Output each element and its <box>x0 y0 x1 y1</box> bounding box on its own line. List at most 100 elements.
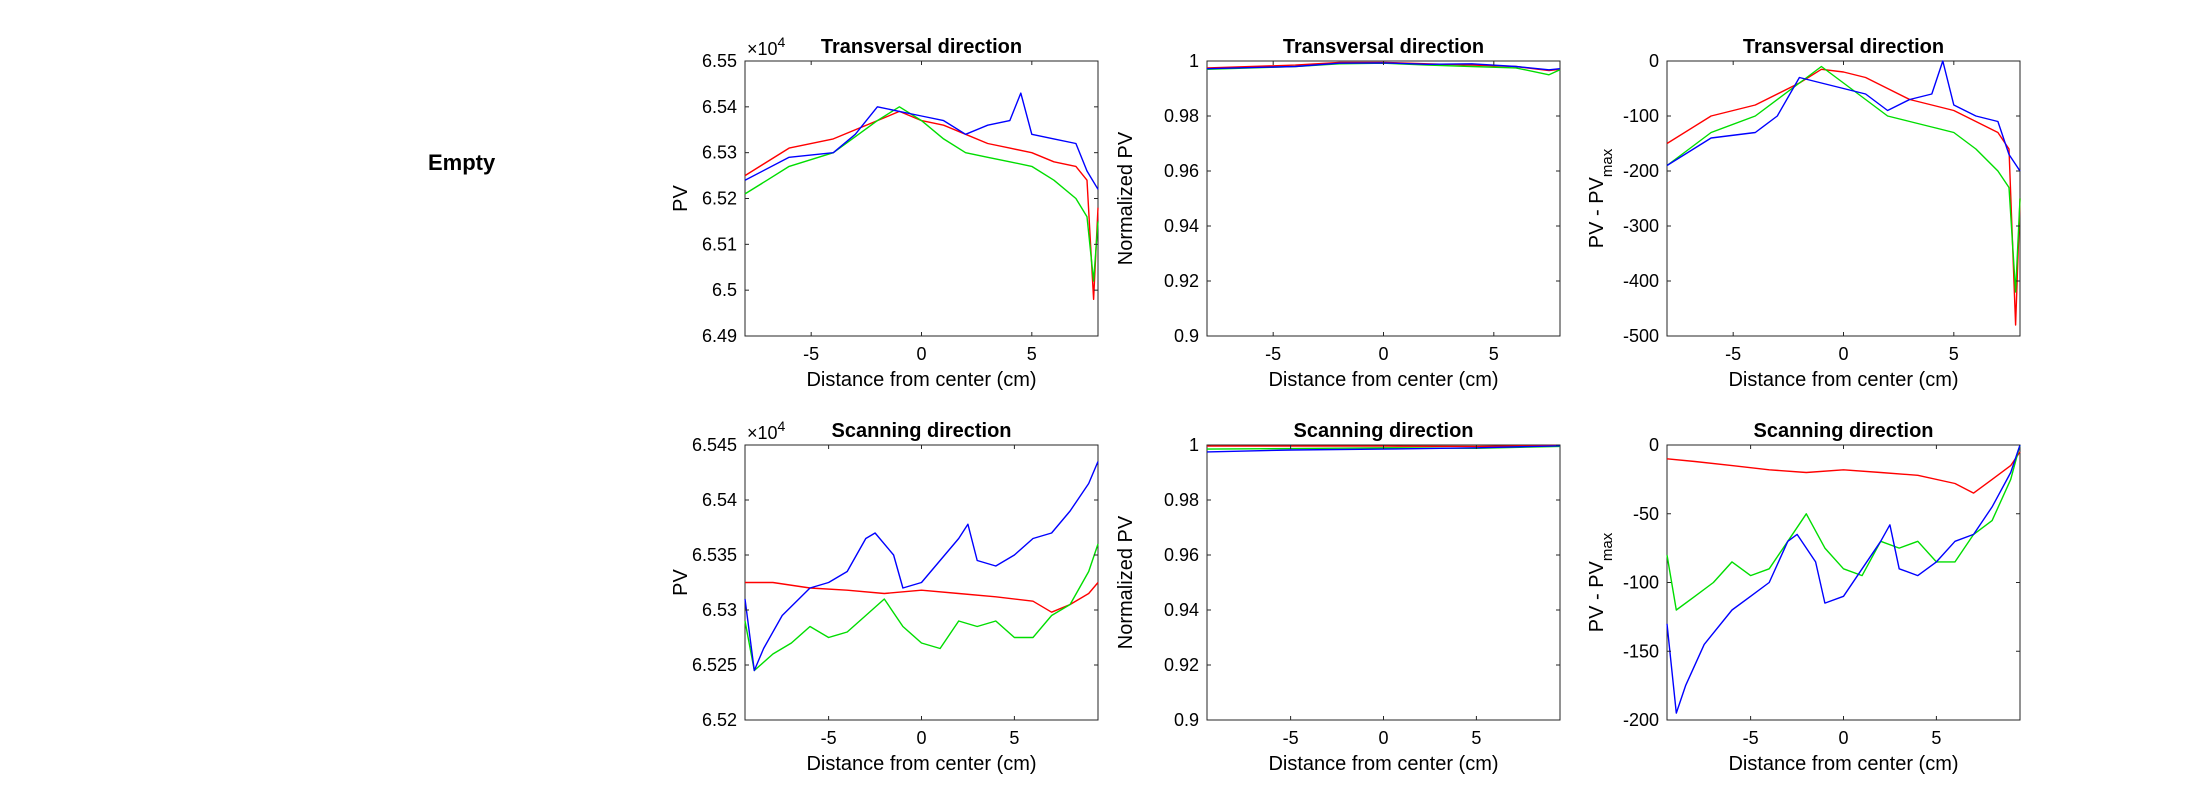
series-line-2 <box>1666 65 2021 293</box>
x-tick-label: 5 <box>1949 344 1959 364</box>
chart-3: -5 0 5 -500 -400 -300 -200 -100 0 Transversal dir… <box>1586 36 2021 391</box>
plot-area <box>1666 60 2021 337</box>
y-tick-label: 0.94 <box>1164 216 1199 236</box>
chart-1: -5 0 5 6.49 6.5 6.51 6.52 6.53 6.54 6.55 Transvers… <box>670 34 1099 391</box>
series-line-1 <box>1666 68 2021 326</box>
x-tick-label: 0 <box>1838 728 1848 748</box>
y-tick-label: 6.52 <box>702 710 737 730</box>
y-tick-label: 0.96 <box>1164 161 1199 181</box>
chart-title: Transversal direction <box>1283 36 1484 58</box>
y-tick-label: 0.92 <box>1164 271 1199 291</box>
chart-title: Scanning direction <box>831 420 1011 442</box>
y-tick-label: -500 <box>1623 326 1659 346</box>
y-tick-label: 6.545 <box>692 435 737 455</box>
series-line-1 <box>744 110 1099 300</box>
y-tick-label: 6.54 <box>702 97 737 117</box>
y-tick-label: -150 <box>1623 641 1659 661</box>
y-axis-label-subscript: max <box>1599 532 1616 561</box>
x-tick-label: -5 <box>821 728 837 748</box>
series-line-3 <box>744 461 1099 672</box>
x-tick-label: 5 <box>1471 728 1481 748</box>
series-line-2 <box>744 543 1099 672</box>
series-line-3 <box>744 92 1099 190</box>
y-exponent-label: ×104 <box>747 34 786 59</box>
y-axis-label: PV <box>670 185 692 212</box>
y-tick-label: -200 <box>1623 710 1659 730</box>
y-tick-label: -50 <box>1633 504 1659 524</box>
plot-area <box>1206 444 1561 721</box>
y-tick-label: 6.51 <box>702 234 737 254</box>
series-line-2 <box>1666 444 2021 611</box>
x-tick-label: 0 <box>1378 344 1388 364</box>
y-tick-label: 0 <box>1649 435 1659 455</box>
x-tick-label: -5 <box>803 344 819 364</box>
plot-area <box>744 60 1099 337</box>
y-tick-label: 0.9 <box>1174 710 1199 730</box>
x-tick-label: -5 <box>1725 344 1741 364</box>
y-tick-label: 6.535 <box>692 545 737 565</box>
x-tick-label: -5 <box>1283 728 1299 748</box>
x-tick-label: 0 <box>916 344 926 364</box>
y-exponent-power: 4 <box>778 418 786 434</box>
chart-title: Transversal direction <box>821 36 1022 58</box>
chart-title: Transversal direction <box>1743 36 1944 58</box>
y-tick-label: 0.98 <box>1164 106 1199 126</box>
y-axis-label: PV - PVmax <box>1586 532 1616 632</box>
chart-title: Scanning direction <box>1293 420 1473 442</box>
y-tick-label: 0.9 <box>1174 326 1199 346</box>
y-tick-label: 6.49 <box>702 326 737 346</box>
chart-5: -5 0 5 0.9 0.92 0.94 0.96 0.98 1 Scanning directi… <box>1115 420 1561 775</box>
x-axis-label: Distance from center (cm) <box>1728 753 1958 775</box>
y-axis-label-subscript: max <box>1599 148 1616 177</box>
y-tick-label: 0 <box>1649 51 1659 71</box>
series-line-1 <box>1666 451 2021 494</box>
plot-area <box>1206 60 1561 337</box>
series-line-3 <box>1666 444 2021 714</box>
y-tick-label: 6.5 <box>712 280 737 300</box>
y-tick-label: 0.98 <box>1164 490 1199 510</box>
y-tick-label: -100 <box>1623 106 1659 126</box>
y-tick-label: -200 <box>1623 161 1659 181</box>
x-axis-label: Distance from center (cm) <box>1268 369 1498 391</box>
chart-2: -5 0 5 0.9 0.92 0.94 0.96 0.98 1 Transversal dire… <box>1115 36 1561 391</box>
x-tick-label: 0 <box>1838 344 1848 364</box>
y-axis-label: PV <box>670 569 692 596</box>
y-tick-label: 6.54 <box>702 490 737 510</box>
x-tick-label: 0 <box>916 728 926 748</box>
y-tick-label: 6.525 <box>692 655 737 675</box>
y-axis-label: Normalized PV <box>1115 131 1137 265</box>
y-tick-label: -300 <box>1623 216 1659 236</box>
y-tick-label: -400 <box>1623 271 1659 291</box>
y-exponent-power: 4 <box>778 34 786 50</box>
x-tick-label: 0 <box>1378 728 1388 748</box>
y-tick-label: 6.55 <box>702 51 737 71</box>
x-axis-label: Distance from center (cm) <box>1268 753 1498 775</box>
series-line-3 <box>1666 60 2021 172</box>
y-axis-label: PV - PVmax <box>1586 148 1616 248</box>
x-tick-label: 5 <box>1027 344 1037 364</box>
y-tick-label: 6.52 <box>702 189 737 209</box>
series-line-2 <box>744 106 1099 282</box>
x-tick-label: 5 <box>1489 344 1499 364</box>
y-exponent-label: ×104 <box>747 418 786 443</box>
series-line-3 <box>1206 62 1561 71</box>
x-tick-label: -5 <box>1743 728 1759 748</box>
series-line-3 <box>1206 445 1561 453</box>
x-axis-label: Distance from center (cm) <box>1728 369 1958 391</box>
y-tick-label: 6.53 <box>702 143 737 163</box>
plot-area <box>1666 444 2021 721</box>
y-tick-label: 1 <box>1189 435 1199 455</box>
y-tick-label: 1 <box>1189 51 1199 71</box>
y-axis-label: Normalized PV <box>1115 515 1137 649</box>
x-tick-label: -5 <box>1265 344 1281 364</box>
y-tick-label: 0.96 <box>1164 545 1199 565</box>
x-tick-label: 5 <box>1009 728 1019 748</box>
chart-4: -5 0 5 6.52 6.525 6.53 6.535 6.54 6.545 Scanning … <box>670 418 1099 775</box>
y-tick-label: -100 <box>1623 573 1659 593</box>
y-tick-label: 0.92 <box>1164 655 1199 675</box>
x-tick-label: 5 <box>1931 728 1941 748</box>
x-axis-label: Distance from center (cm) <box>806 369 1036 391</box>
